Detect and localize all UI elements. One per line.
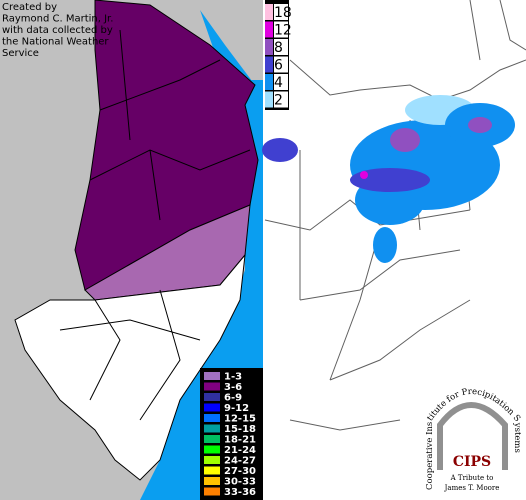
legend-label: 21-24 [224, 445, 256, 456]
credit-line: the National Weather [2, 37, 109, 48]
credit-line: with data collected by [2, 25, 113, 36]
legend-label: 6-9 [224, 393, 242, 404]
legend-label-bg [274, 91, 288, 108]
legend-swatch [204, 372, 220, 380]
legend-label: 15-18 [224, 424, 256, 435]
logo-arch [437, 402, 508, 470]
precip-area [468, 117, 492, 133]
legend-label: 4 [274, 75, 283, 91]
legend-swatch [265, 56, 273, 73]
credit-line: Created by [2, 2, 57, 13]
logo-name: CIPS [453, 454, 491, 470]
legend-label-bg [274, 21, 288, 38]
credit-line: Raymond C. Martin, Jr. [2, 14, 113, 25]
legend-label: 18-21 [224, 435, 256, 446]
logo-tribute: A Tribute to [450, 474, 494, 482]
legend-swatch [265, 4, 273, 20]
legend-swatch [204, 456, 220, 464]
legend-label: 12 [274, 23, 292, 39]
legend-swatch [204, 435, 220, 443]
legend-label: 9-12 [224, 403, 249, 414]
legend-label-bg [274, 74, 288, 90]
legend-label: 33-36 [224, 487, 256, 498]
precip-area [350, 168, 430, 192]
precip-area [373, 227, 397, 263]
legend-label: 27-30 [224, 466, 256, 477]
legend-label: 18 [274, 5, 292, 21]
precip-area [390, 128, 420, 152]
legend-swatch [204, 393, 220, 401]
legend-label: 12-15 [224, 414, 256, 425]
legend-label: 2 [274, 93, 283, 109]
legend-swatch [204, 414, 220, 422]
precip-area [360, 171, 368, 179]
legend-swatch [204, 477, 220, 485]
credit-line: Service [2, 48, 39, 59]
legend-label: 24-27 [224, 456, 256, 467]
legend-label: 6 [274, 58, 283, 74]
legend-swatch [204, 466, 220, 475]
legend-swatch [204, 445, 220, 454]
legend-label: 1-3 [224, 372, 242, 383]
precip-areas [262, 95, 515, 263]
legend-swatch [204, 382, 220, 391]
region-legend: 18 128 64 2 [265, 4, 292, 109]
legend-label: 30-33 [224, 477, 256, 488]
legend-swatch [265, 21, 273, 38]
legend-swatch [265, 74, 273, 90]
legend-swatch [265, 91, 273, 108]
legend-swatch [204, 403, 220, 412]
south-region [14, 253, 246, 481]
state-lines-ne [469, 0, 526, 61]
precip-area [262, 138, 298, 162]
legend-label-bg [274, 56, 288, 73]
county-lines [59, 29, 251, 421]
legend-label: 3-6 [224, 382, 242, 393]
legend-swatch [204, 487, 220, 496]
legend-label-bg [274, 4, 288, 20]
legend-label-bg [274, 39, 288, 55]
legend-label: 8 [274, 40, 283, 56]
logo-tribute: James T. Moore [444, 484, 500, 492]
legend-swatch [265, 39, 273, 55]
legend-swatch [204, 424, 220, 433]
nj-legend: 1-33-66-99-1212-1515-1818-2121-2424-2727… [204, 372, 256, 498]
